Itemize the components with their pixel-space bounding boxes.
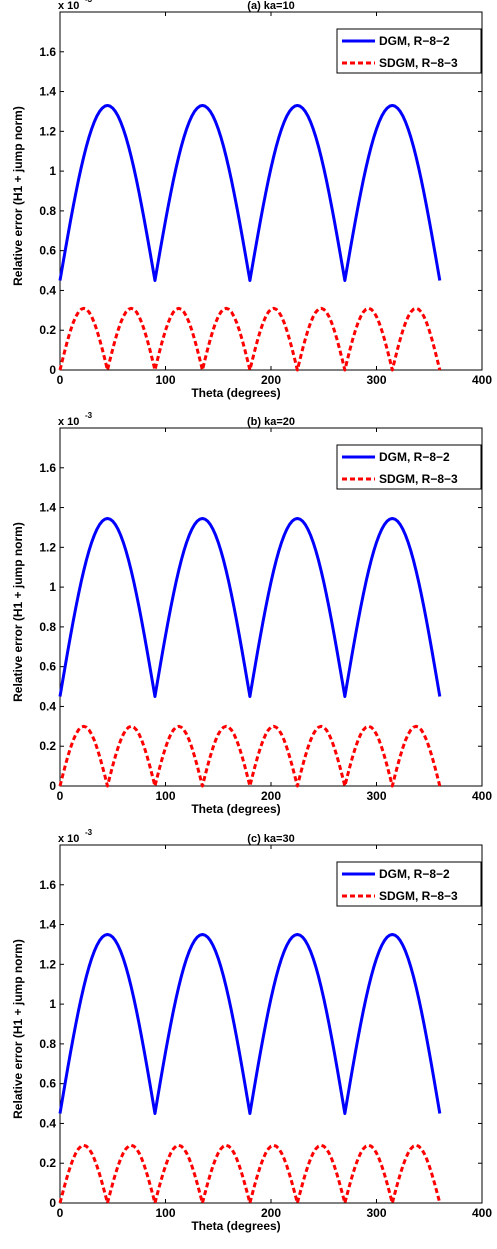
y-tick-label: 1.4 [39, 918, 56, 932]
x-tick-label: 200 [261, 1206, 281, 1220]
x-tick-label: 0 [57, 1206, 64, 1220]
x-tick-label: 0 [57, 373, 64, 387]
y-tick-label: 0.8 [39, 1037, 56, 1051]
y-exponent-power: -3 [85, 828, 93, 837]
x-tick-label: 300 [366, 373, 386, 387]
x-tick-label: 200 [261, 789, 281, 803]
y-axis-label: Relative error (H1 + jump norm) [11, 106, 25, 286]
x-axis-label: Theta (degrees) [191, 802, 280, 816]
series-line-dgm [58, 933, 442, 1115]
y-tick-label: 1.4 [39, 85, 56, 99]
y-exponent-label: x 10 [58, 0, 79, 12]
legend-label: DGM, R−8−2 [379, 34, 450, 48]
x-axis-label: Theta (degrees) [191, 1219, 280, 1233]
series-line-sdgm [58, 306, 442, 372]
legend-label: SDGM, R−8−3 [379, 472, 458, 486]
y-tick-label: 1.6 [39, 878, 56, 892]
y-tick-label: 0.4 [39, 1116, 56, 1130]
y-axis-label: Relative error (H1 + jump norm) [11, 522, 25, 702]
chart-title: (c) ka=30 [247, 833, 294, 845]
series-line-dgm [58, 103, 442, 282]
y-tick-label: 0 [49, 363, 56, 377]
x-tick-label: 400 [472, 373, 492, 387]
y-tick-label: 0.2 [39, 1156, 56, 1170]
y-tick-label: 1.2 [39, 540, 56, 554]
y-exponent-label: x 10 [58, 416, 79, 428]
y-tick-label: 0.2 [39, 323, 56, 337]
y-exponent-power: -3 [85, 0, 93, 4]
x-tick-label: 100 [155, 1206, 175, 1220]
y-tick-label: 0 [49, 779, 56, 793]
x-tick-label: 400 [472, 1206, 492, 1220]
y-exponent-power: -3 [85, 411, 93, 420]
x-tick-label: 400 [472, 789, 492, 803]
y-tick-label: 1.2 [39, 957, 56, 971]
legend-box [336, 861, 482, 907]
series-line-sdgm [58, 1143, 442, 1205]
y-tick-label: 0.6 [39, 244, 56, 258]
x-tick-label: 200 [261, 373, 281, 387]
chart-panel-1: (a) ka=10 x 10 -3 0 100 200 300 400 0 0.2 0.4 0.6 0.… [11, 0, 492, 400]
legend-label: SDGM, R−8−3 [379, 889, 458, 903]
y-tick-label: 1.6 [39, 461, 56, 475]
y-tick-label: 0.4 [39, 699, 56, 713]
chart-title: (a) ka=10 [247, 0, 294, 12]
y-tick-label: 1 [49, 997, 56, 1011]
chart-panel-2: (b) ka=20 x 10 -3 0 100 200 300 400 0 0.2 0.4 0.6 0.… [11, 411, 492, 816]
x-axis-label: Theta (degrees) [191, 386, 280, 400]
x-tick-label: 0 [57, 789, 64, 803]
y-tick-label: 0.2 [39, 739, 56, 753]
x-tick-label: 100 [155, 789, 175, 803]
y-tick-label: 0.8 [39, 204, 56, 218]
legend-label: DGM, R−8−2 [379, 450, 450, 464]
legend-label: SDGM, R−8−3 [379, 56, 458, 70]
x-tick-label: 100 [155, 373, 175, 387]
y-tick-label: 0.6 [39, 660, 56, 674]
legend-box [336, 28, 482, 74]
series-line-sdgm [58, 724, 442, 788]
y-axis-label: Relative error (H1 + jump norm) [11, 939, 25, 1119]
legend-box [336, 444, 482, 490]
y-tick-label: 0.6 [39, 1077, 56, 1091]
legend-label: DGM, R−8−2 [379, 867, 450, 881]
series-line-dgm [58, 516, 442, 698]
chart-panel-3: (c) ka=30 x 10 -3 0 100 200 300 400 0 0.2 0.4 0.6 0.… [11, 828, 492, 1233]
y-exponent-label: x 10 [58, 833, 79, 845]
y-tick-label: 0 [49, 1196, 56, 1210]
x-tick-label: 300 [366, 789, 386, 803]
y-tick-label: 1.4 [39, 501, 56, 515]
y-tick-label: 0.8 [39, 620, 56, 634]
x-tick-label: 300 [366, 1206, 386, 1220]
y-tick-label: 1.6 [39, 45, 56, 59]
chart-title: (b) ka=20 [247, 416, 295, 428]
y-tick-label: 1 [49, 580, 56, 594]
y-tick-label: 1.2 [39, 124, 56, 138]
y-tick-label: 0.4 [39, 283, 56, 297]
y-tick-label: 1 [49, 164, 56, 178]
